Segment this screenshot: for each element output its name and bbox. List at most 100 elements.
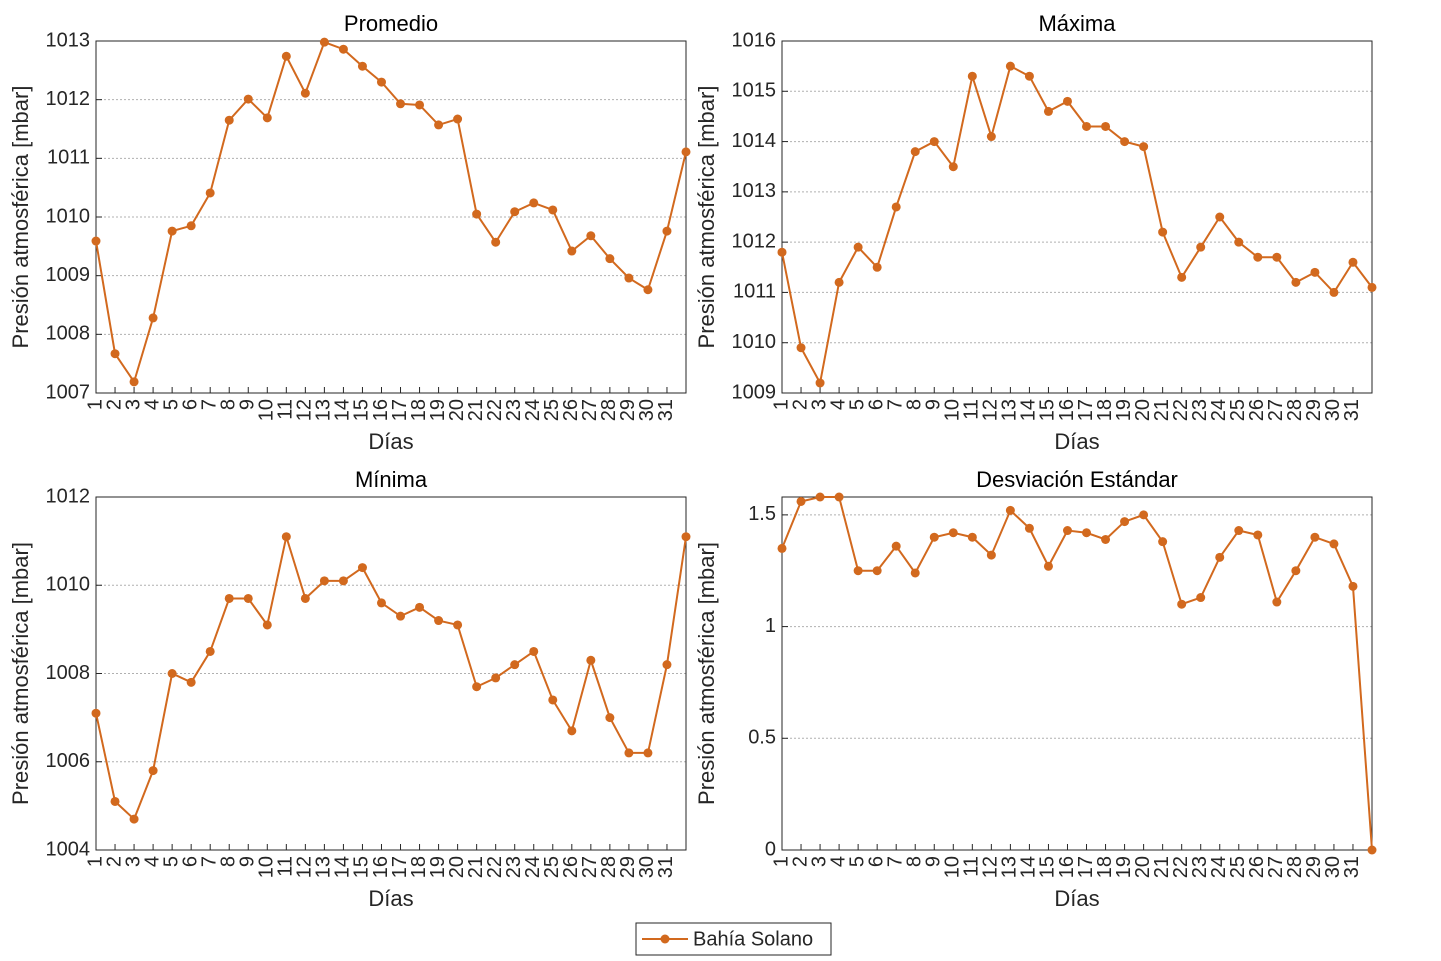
data-line bbox=[95, 532, 687, 821]
x-tick-label: 17 bbox=[389, 399, 411, 421]
data-point bbox=[872, 262, 882, 272]
x-tick-label: 4 bbox=[827, 856, 849, 867]
data-point bbox=[262, 620, 272, 630]
plot-area bbox=[782, 41, 1372, 393]
data-point bbox=[110, 349, 120, 359]
data-point bbox=[1310, 267, 1320, 277]
data-point bbox=[1196, 593, 1206, 603]
data-point bbox=[948, 528, 958, 538]
data-point bbox=[796, 343, 806, 353]
data-point bbox=[434, 120, 444, 130]
y-tick-label: 1012 bbox=[46, 485, 91, 507]
x-tick-label: 9 bbox=[237, 399, 259, 410]
data-point bbox=[834, 277, 844, 287]
x-tick-label: 29 bbox=[617, 856, 639, 878]
data-point bbox=[1024, 523, 1034, 533]
data-point bbox=[643, 285, 653, 295]
x-tick-label: 25 bbox=[541, 399, 563, 421]
data-point bbox=[624, 273, 634, 283]
data-point bbox=[434, 616, 444, 626]
data-point bbox=[224, 593, 234, 603]
x-tick-label: 18 bbox=[1094, 856, 1116, 878]
y-tick-label: 1.5 bbox=[748, 503, 776, 525]
x-tick-label: 7 bbox=[198, 856, 220, 867]
x-tick-label: 6 bbox=[865, 856, 887, 867]
x-tick-label: 5 bbox=[846, 856, 868, 867]
data-point bbox=[586, 231, 596, 241]
data-point bbox=[167, 669, 177, 678]
x-tick-label: 29 bbox=[1303, 399, 1325, 421]
data-point bbox=[491, 673, 501, 683]
x-tick-label: 6 bbox=[179, 856, 201, 867]
data-point bbox=[186, 221, 196, 231]
y-tick-label: 1015 bbox=[732, 80, 777, 102]
x-tick-label: 16 bbox=[1056, 856, 1078, 878]
chart-title: Desviación Estándar bbox=[976, 467, 1178, 492]
y-tick-label: 1014 bbox=[732, 130, 777, 152]
data-point bbox=[396, 611, 406, 621]
plot-area bbox=[782, 497, 1372, 850]
x-tick-label: 18 bbox=[408, 399, 430, 421]
data-point bbox=[662, 660, 672, 670]
data-point bbox=[376, 598, 386, 608]
x-tick-label: 15 bbox=[351, 399, 373, 421]
y-axis-label: Presión atmosférica [mbar] bbox=[694, 86, 719, 349]
x-tick-label: 28 bbox=[598, 399, 620, 421]
x-tick-label: 1 bbox=[770, 399, 792, 410]
plot-area bbox=[96, 41, 686, 393]
x-tick-label: 4 bbox=[827, 399, 849, 410]
x-tick-label: 26 bbox=[1246, 399, 1268, 421]
data-point bbox=[834, 492, 844, 502]
x-tick-label: 8 bbox=[218, 399, 240, 410]
x-tick-label: 9 bbox=[237, 856, 259, 867]
x-tick-label: 6 bbox=[179, 399, 201, 410]
y-tick-label: 1010 bbox=[732, 331, 777, 353]
x-tick-label: 2 bbox=[103, 856, 125, 867]
data-point bbox=[396, 99, 406, 109]
y-tick-label: 1010 bbox=[46, 574, 91, 596]
data-point bbox=[1139, 510, 1149, 520]
x-tick-label: 16 bbox=[370, 399, 392, 421]
data-point bbox=[1272, 597, 1282, 607]
axes-box bbox=[95, 40, 687, 394]
legend: Bahía Solano bbox=[635, 922, 832, 956]
x-tick-label: 6 bbox=[865, 399, 887, 410]
data-point bbox=[872, 566, 882, 576]
data-point bbox=[472, 209, 482, 219]
data-point bbox=[586, 655, 596, 665]
x-tick-label: 16 bbox=[1056, 399, 1078, 421]
x-tick-label: 17 bbox=[1075, 856, 1097, 878]
data-point bbox=[567, 246, 577, 256]
x-tick-label: 27 bbox=[1265, 399, 1287, 421]
y-tick-label: 1008 bbox=[46, 662, 91, 684]
data-point bbox=[967, 532, 977, 542]
data-point bbox=[300, 88, 310, 98]
data-point bbox=[472, 682, 482, 692]
x-tick-label: 15 bbox=[351, 856, 373, 878]
data-point bbox=[1310, 532, 1320, 542]
chart-title: Mínima bbox=[355, 467, 428, 492]
x-tick-label: 7 bbox=[198, 399, 220, 410]
data-point bbox=[1329, 287, 1339, 297]
x-tick-label: 22 bbox=[484, 856, 506, 878]
data-point bbox=[929, 532, 939, 542]
x-tick-label: 4 bbox=[141, 856, 163, 867]
y-axis-label: Presión atmosférica [mbar] bbox=[694, 542, 719, 805]
data-point bbox=[319, 576, 329, 586]
data-point bbox=[1348, 581, 1358, 591]
data-point bbox=[1062, 526, 1072, 536]
x-tick-label: 12 bbox=[294, 856, 316, 878]
x-tick-label: 3 bbox=[808, 399, 830, 410]
data-point bbox=[605, 713, 615, 723]
data-point bbox=[891, 202, 901, 212]
data-point bbox=[300, 593, 310, 603]
data-point bbox=[453, 114, 463, 124]
x-tick-label: 14 bbox=[332, 856, 354, 878]
data-point bbox=[1120, 137, 1130, 147]
data-point bbox=[167, 226, 177, 236]
x-tick-label: 8 bbox=[904, 856, 926, 867]
data-point bbox=[243, 593, 253, 603]
data-point bbox=[338, 576, 348, 586]
x-tick-label: 1 bbox=[84, 399, 106, 410]
data-point bbox=[1329, 539, 1339, 549]
